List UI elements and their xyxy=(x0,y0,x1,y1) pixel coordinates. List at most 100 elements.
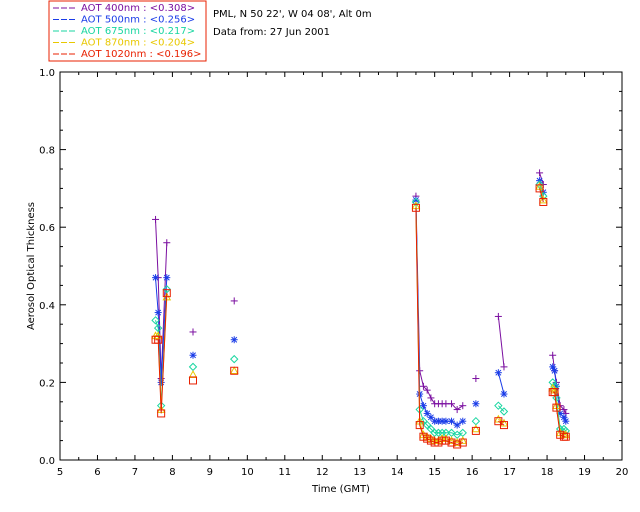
x-tick-label: 20 xyxy=(616,467,629,478)
data-point-870nm xyxy=(538,195,548,204)
x-tick-label: 18 xyxy=(541,467,554,478)
data-point-1020nm xyxy=(157,409,166,418)
data-point-675nm xyxy=(494,401,503,410)
legend-label-500nm: AOT 500nm : <0.256> xyxy=(81,15,195,26)
legend-label-675nm: AOT 675nm : <0.217> xyxy=(81,26,195,37)
data-point-400nm xyxy=(189,328,197,336)
data-point-1020nm xyxy=(230,366,239,375)
data-point-500nm xyxy=(500,390,508,398)
x-tick-label: 13 xyxy=(353,467,366,478)
series-line-1020nm xyxy=(552,391,566,438)
x-axis-title: Time (GMT) xyxy=(311,484,370,495)
data-point-400nm xyxy=(423,386,431,394)
x-tick-label: 5 xyxy=(57,467,63,478)
series-500nm xyxy=(152,177,570,429)
data-point-400nm xyxy=(152,215,160,223)
series-line-1020nm xyxy=(415,207,463,446)
data-point-1020nm xyxy=(453,440,462,449)
series-line-675nm xyxy=(415,201,463,436)
data-point-870nm xyxy=(458,436,468,444)
data-point-1020nm xyxy=(154,335,163,344)
data-point-400nm xyxy=(549,351,557,359)
data-point-400nm xyxy=(230,297,238,305)
data-point-1020nm xyxy=(550,388,559,397)
y-tick-label: 0.6 xyxy=(39,223,55,234)
data-point-1020nm xyxy=(499,421,508,430)
legend-label-1020nm: AOT 1020nm : <0.196> xyxy=(81,49,201,60)
data-point-500nm xyxy=(163,274,171,282)
y-tick-label: 0.0 xyxy=(39,456,55,467)
y-tick-label: 0.4 xyxy=(39,301,55,312)
legend-label-400nm: AOT 400nm : <0.308> xyxy=(81,3,195,14)
data-point-500nm xyxy=(152,274,160,282)
x-tick-label: 7 xyxy=(132,467,138,478)
data-point-400nm xyxy=(448,400,456,408)
series-line-400nm xyxy=(497,316,505,367)
x-tick-label: 17 xyxy=(503,467,516,478)
legend-frame xyxy=(48,0,207,62)
data-point-500nm xyxy=(472,400,480,408)
data-point-500nm xyxy=(419,402,427,410)
data-point-675nm xyxy=(437,428,447,438)
site-info: PML, N 50 22', W 04 08', Alt 0m xyxy=(213,9,372,20)
y-tick-label: 1.0 xyxy=(39,68,55,79)
x-tick-label: 8 xyxy=(169,467,175,478)
data-point-400nm xyxy=(494,312,502,320)
series-1020nm xyxy=(151,184,570,449)
data-point-500nm xyxy=(189,351,197,359)
x-tick-label: 15 xyxy=(428,467,441,478)
series-line-500nm xyxy=(155,277,168,383)
date-info: Data from: 27 Jun 2001 xyxy=(213,27,330,38)
series-line-500nm xyxy=(497,372,505,395)
x-tick-label: 14 xyxy=(391,467,404,478)
data-point-1020nm xyxy=(471,426,480,435)
data-point-500nm xyxy=(157,378,165,386)
data-point-400nm xyxy=(500,363,508,371)
data-point-400nm xyxy=(453,406,461,414)
y-tick-label: 0.2 xyxy=(39,378,55,389)
data-point-675nm xyxy=(548,378,557,387)
data-point-400nm xyxy=(472,375,480,383)
data-point-400nm xyxy=(536,169,544,177)
series-line-675nm xyxy=(539,184,544,197)
legend-label-870nm: AOT 870nm : <0.204> xyxy=(81,38,195,49)
data-point-870nm xyxy=(494,414,503,423)
legend: AOT 400nm : <0.308>AOT 500nm : <0.256>AO… xyxy=(48,0,207,62)
series-line-1020nm xyxy=(539,188,544,203)
y-tick-label: 0.8 xyxy=(39,146,55,157)
series-line-400nm xyxy=(155,219,168,379)
data-point-1020nm xyxy=(447,438,456,447)
data-point-1020nm xyxy=(539,197,548,206)
data-point-1020nm xyxy=(552,403,561,412)
data-point-1020nm xyxy=(415,421,424,430)
data-point-1020nm xyxy=(561,432,570,441)
data-point-1020nm xyxy=(189,376,198,385)
data-point-870nm xyxy=(229,366,239,375)
data-point-500nm xyxy=(230,336,238,344)
data-point-870nm xyxy=(153,331,163,340)
data-point-500nm xyxy=(154,309,162,317)
data-point-675nm xyxy=(411,197,421,207)
data-point-870nm xyxy=(471,424,481,433)
data-point-500nm xyxy=(494,369,502,377)
x-tick-label: 16 xyxy=(466,467,479,478)
series-line-675nm xyxy=(498,405,505,412)
data-point-1020nm xyxy=(535,184,544,193)
data-point-500nm xyxy=(453,421,461,429)
x-tick-label: 6 xyxy=(94,467,100,478)
data-point-1020nm xyxy=(162,289,171,298)
data-point-675nm xyxy=(499,407,509,416)
x-tick-label: 9 xyxy=(207,467,213,478)
data-point-675nm xyxy=(151,316,160,325)
series-line-1020nm xyxy=(155,293,168,414)
data-point-400nm xyxy=(163,239,171,247)
data-point-400nm xyxy=(560,406,568,414)
x-tick-label: 11 xyxy=(278,467,291,478)
data-point-1020nm xyxy=(411,203,420,212)
data-point-500nm xyxy=(459,417,467,425)
data-point-1020nm xyxy=(458,438,467,447)
data-point-675nm xyxy=(230,354,239,364)
data-point-400nm xyxy=(459,402,467,410)
